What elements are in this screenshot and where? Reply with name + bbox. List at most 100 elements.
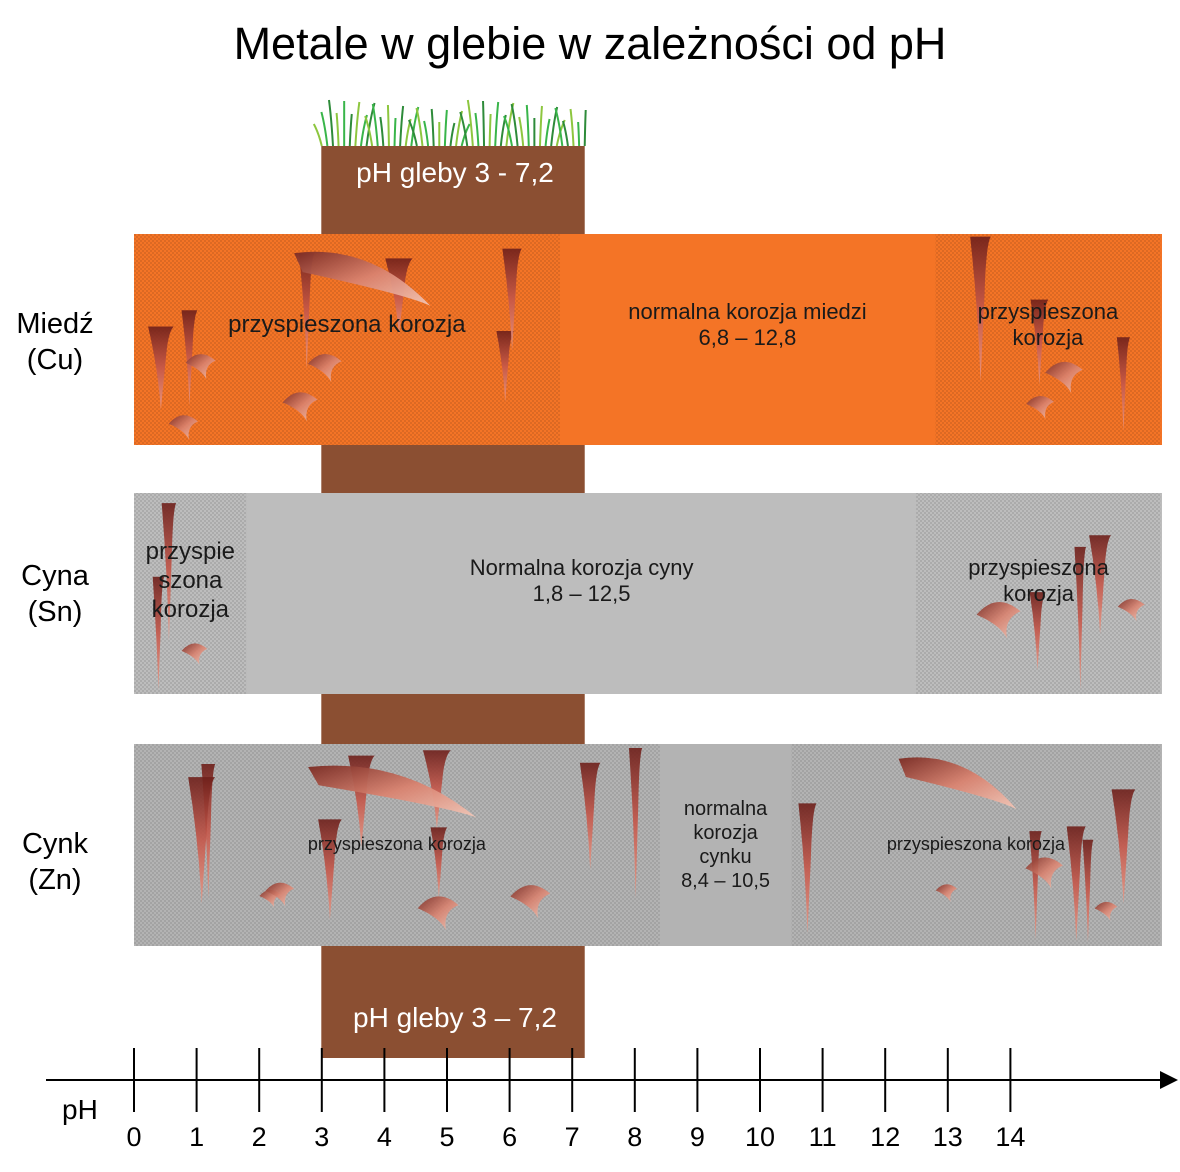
grass-blade [443,109,448,147]
corrosion-streak [579,762,601,870]
zone-text-line: korozja [1003,581,1075,607]
corrosion-streak [181,310,198,406]
grass-icon [312,99,587,147]
grass-blade [518,116,525,147]
corrosion-streak [1089,535,1112,635]
normal-zone [559,234,936,445]
normal-corrosion-label: Normalna korozja cyny 1,8 – 12,5 [247,555,917,608]
corrosion-streak [1029,592,1046,671]
grass-blade [312,123,323,147]
normal-zone [246,493,917,694]
zone-text-line: korozja [693,822,758,844]
grass-blade [538,105,543,147]
corrosion-streak [628,748,643,899]
axis-arrow-icon [1160,1071,1178,1089]
corrosion-blob [181,643,208,665]
grass-blade [335,112,340,147]
zone-text-line: 1,8 – 12,5 [532,581,631,607]
axis-tick-label: 5 [439,1122,454,1152]
axis-tick-label: 11 [809,1122,837,1152]
grass-blade [503,115,513,147]
metal-label-copper: Miedź (Cu) [0,306,110,378]
zone-text-line: korozja [151,595,230,623]
corrosion-streak [1111,789,1136,904]
corrosion-streak [188,777,216,904]
grass-blade [554,107,564,147]
corrosion-blob [185,354,216,380]
corrosion-streak [1116,337,1131,432]
axis-tick-label: 9 [690,1122,705,1152]
grass-blade [354,101,361,147]
accelerated-zone [134,493,247,694]
corrosion-worm [898,757,1017,810]
axis-tick-label: 7 [565,1122,580,1152]
normal-corrosion-label: normalna korozja miedzi 6,8 – 12,8 [560,299,936,352]
zone-text-line: przyspieszona korozja [228,311,466,339]
zone-text-line: przyspieszona [977,299,1119,325]
corrosion-blob [168,415,198,440]
grass-blade [371,103,379,147]
grass-blade [449,122,456,147]
zone-text-line: Normalna korozja cyny [469,555,694,581]
corrosion-blob [935,884,958,902]
axis-tick-label: 3 [314,1122,329,1152]
metal-name: Cynk [21,828,89,860]
axis-tick-label: 2 [252,1122,267,1152]
accelerated-corrosion-label: przyspieszona korozja [134,834,660,856]
corrosion-blob [282,392,318,422]
axis-tick-label: 6 [502,1122,517,1152]
metal-band [134,234,1162,445]
zone-text-line: 6,8 – 12,8 [698,325,797,351]
corrosion-blob [1025,857,1063,889]
grass-blade [430,108,435,147]
corrosion-blob [265,882,295,907]
metal-band [134,493,1162,694]
grass-blade [407,119,418,147]
axis-tick-label: 10 [745,1122,775,1152]
zone-text-line: przyspieszona [968,555,1109,581]
corrosion-streak [1074,546,1087,690]
corrosion-blob [1117,598,1145,622]
corrosion-blob [307,354,342,382]
grass-blade [379,116,385,147]
grass-blade [525,104,530,147]
zone-text-line: przyspieszona korozja [307,834,486,855]
corrosion-worm [308,765,477,818]
zone-text-line: przyspie [145,538,236,566]
grass-blade [510,103,519,147]
corrosion-blob [976,602,1021,639]
corrosion-streak [502,248,522,351]
grass-blade [393,117,397,147]
axis-tick-label: 4 [377,1122,392,1152]
corrosion-blob [1045,361,1083,393]
corrosion-blob [1094,901,1118,921]
axis-tick-label: 14 [995,1122,1025,1152]
axis-tick-label: 1 [189,1122,204,1152]
corrosion-streak [496,331,514,402]
grass-blade [466,99,474,147]
grass-blade [577,121,581,147]
metal-symbol: (Zn) [28,864,82,896]
zone-text-line: normalna korozja miedzi [628,299,867,325]
corrosion-streak [148,326,174,410]
corrosion-streak [152,576,165,690]
corrosion-streak [422,750,451,829]
axis-tick-label: 8 [627,1122,642,1152]
corrosion-blob [510,885,551,919]
zone-text-line: cynku [699,846,752,868]
corrosion-streak [970,236,991,382]
grass-blade [474,112,480,147]
zone-text-line: korozja [1012,325,1084,351]
metal-symbol: (Cu) [26,344,84,376]
grass-blade [488,113,492,147]
metal-label-tin: Cyna (Sn) [0,558,110,630]
metal-name: Miedź [16,308,94,340]
axis-label: pH [62,1094,98,1125]
accelerated-corrosion-label: przyspieszona korozja [134,311,560,340]
normal-corrosion-label: normalna korozja cynku 8,4 – 10,5 [660,797,791,893]
